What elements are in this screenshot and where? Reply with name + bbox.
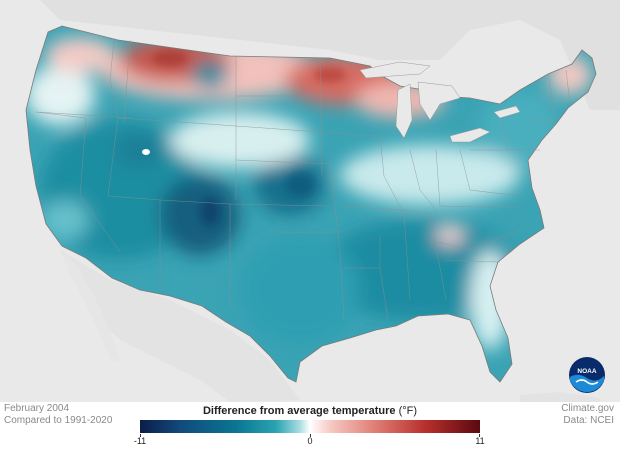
legend-title-text: Difference from average temperature (202, 405, 396, 417)
cuba (520, 392, 600, 402)
great-lakes (359, 61, 521, 143)
baja-peninsula (62, 250, 120, 362)
credit-site: Climate.gov (561, 403, 614, 414)
legend-unit: (°F) (398, 405, 418, 417)
temperature-anomaly-map (25, 0, 620, 402)
legend-colorbar (140, 420, 480, 433)
legend-tick-mid (310, 434, 311, 437)
noaa-logo: NOAA (569, 357, 605, 393)
legend-max-label: 11 (475, 436, 485, 446)
credit-source: Data: NCEI (563, 415, 614, 426)
map-panel: NOAA (0, 0, 620, 402)
map-subtitle: Compared to 1991-2020 (4, 415, 113, 426)
state-borders (35, 39, 571, 321)
anomaly-field (26, 26, 596, 382)
mexico-landmass (60, 250, 300, 402)
legend-tick-min (140, 434, 141, 437)
legend-mid-label: 0 (307, 436, 313, 446)
canada-landmass (40, 0, 620, 110)
svg-text:NOAA: NOAA (577, 368, 596, 375)
legend-min-label: -11 (133, 436, 147, 446)
legend-tick-max (479, 434, 480, 437)
us-outline (25, 25, 597, 383)
legend-title: Difference from average temperature (°F) (140, 405, 480, 417)
map-title: February 2004 (4, 403, 70, 414)
great-salt-lake (142, 149, 150, 155)
